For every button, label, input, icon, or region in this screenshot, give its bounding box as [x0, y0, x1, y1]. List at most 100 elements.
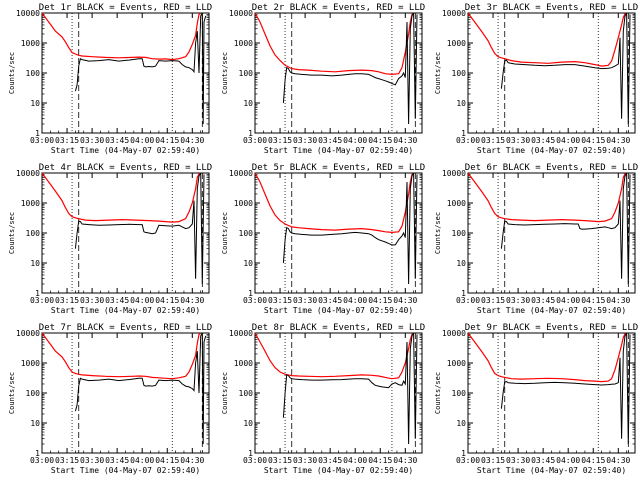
x-tick-label: 03:45 — [531, 296, 555, 305]
y-tick-label: 10000 — [442, 329, 466, 338]
x-tick-label: 04:00 — [130, 456, 154, 465]
x-tick-label: 04:30 — [606, 456, 630, 465]
plot-frame — [41, 12, 210, 134]
y-axis-title: Counts/sec — [434, 52, 442, 94]
plot-frame — [41, 172, 210, 294]
plot-frame — [41, 332, 210, 454]
y-tick-label: 1000 — [447, 359, 466, 368]
x-tick-label: 03:45 — [105, 296, 129, 305]
x-tick-label: 04:30 — [393, 296, 417, 305]
y-tick-label: 1 — [461, 129, 466, 138]
plot-area — [42, 173, 205, 285]
x-tick-label: 03:30 — [506, 456, 530, 465]
y-axis-title: Counts/sec — [8, 212, 16, 254]
x-axis-title: Start Time (04-May-07 02:59:40) — [264, 466, 413, 475]
plot-frame — [254, 172, 423, 294]
x-axis-title: Start Time (04-May-07 02:59:40) — [477, 146, 626, 155]
y-tick-label: 10 — [30, 419, 40, 428]
x-tick-label: 04:15 — [155, 136, 179, 145]
y-axis-title: Counts/sec — [8, 372, 16, 414]
x-tick-label: 03:00 — [456, 456, 480, 465]
x-tick-label: 03:00 — [456, 136, 480, 145]
y-tick-label: 100 — [26, 389, 41, 398]
x-tick-label: 03:45 — [105, 456, 129, 465]
y-tick-label: 1 — [461, 449, 466, 458]
y-axis-title: Counts/sec — [434, 212, 442, 254]
x-tick-label: 03:15 — [481, 136, 505, 145]
x-tick-label: 03:45 — [318, 456, 342, 465]
y-tick-label: 100 — [452, 69, 467, 78]
x-tick-label: 04:30 — [606, 296, 630, 305]
y-tick-label: 1000 — [447, 199, 466, 208]
y-tick-label: 10000 — [442, 9, 466, 18]
y-tick-label: 10000 — [442, 169, 466, 178]
x-axis-title: Start Time (04-May-07 02:59:40) — [51, 306, 200, 315]
x-tick-label: 03:00 — [243, 456, 267, 465]
x-tick-label: 03:00 — [30, 136, 54, 145]
series-events-line — [74, 13, 207, 125]
x-tick-label: 03:15 — [268, 456, 292, 465]
plot-frame — [254, 12, 423, 134]
x-tick-label: 03:15 — [268, 296, 292, 305]
panel-title: Det 6r BLACK = Events, RED = LLD — [465, 163, 638, 173]
panel-3: Det 3r BLACK = Events, RED = LLD 1 10 100 10… — [434, 3, 638, 155]
y-tick-label: 1000 — [447, 39, 466, 48]
x-tick-label: 04:15 — [155, 456, 179, 465]
panel-title: Det 8r BLACK = Events, RED = LLD — [252, 323, 425, 333]
x-tick-label: 04:00 — [343, 136, 367, 145]
plot-area — [255, 173, 418, 285]
x-tick-label: 03:30 — [293, 296, 317, 305]
series-lld-line — [42, 173, 201, 223]
y-tick-label: 10000 — [16, 9, 40, 18]
plot-area — [42, 13, 207, 125]
y-tick-label: 10 — [456, 259, 466, 268]
x-axis-title: Start Time (04-May-07 02:59:40) — [264, 146, 413, 155]
panel-title: Det 1r BLACK = Events, RED = LLD — [39, 3, 212, 13]
panel-title: Det 5r BLACK = Events, RED = LLD — [252, 163, 425, 173]
plot-area — [255, 333, 418, 445]
x-tick-label: 03:00 — [30, 456, 54, 465]
x-tick-label: 04:30 — [180, 296, 204, 305]
y-tick-label: 10000 — [229, 329, 253, 338]
x-tick-label: 03:45 — [531, 136, 555, 145]
y-tick-label: 10 — [30, 259, 40, 268]
plot-area — [468, 173, 631, 285]
plot-frame — [467, 12, 636, 134]
x-tick-label: 04:15 — [368, 296, 392, 305]
panel-title: Det 4r BLACK = Events, RED = LLD — [39, 163, 212, 173]
x-tick-label: 04:15 — [155, 296, 179, 305]
x-tick-label: 04:30 — [393, 136, 417, 145]
x-tick-label: 04:00 — [556, 136, 580, 145]
y-tick-label: 1000 — [234, 359, 253, 368]
y-tick-label: 100 — [239, 389, 254, 398]
panel-title: Det 9r BLACK = Events, RED = LLD — [465, 323, 638, 333]
y-tick-label: 10 — [456, 419, 466, 428]
plot-frame — [467, 332, 636, 454]
series-lld-line — [42, 333, 202, 380]
x-tick-label: 04:00 — [343, 296, 367, 305]
y-tick-label: 1 — [248, 449, 253, 458]
x-tick-label: 04:00 — [343, 456, 367, 465]
y-tick-label: 100 — [26, 69, 41, 78]
x-tick-label: 04:00 — [130, 296, 154, 305]
series-events-line — [282, 13, 418, 125]
x-axis-title: Start Time (04-May-07 02:59:40) — [264, 306, 413, 315]
plot-frame — [254, 332, 423, 454]
y-tick-label: 100 — [452, 229, 467, 238]
x-tick-label: 03:30 — [506, 136, 530, 145]
x-tick-label: 03:30 — [80, 136, 104, 145]
x-tick-label: 03:45 — [318, 136, 342, 145]
y-tick-label: 1000 — [21, 39, 40, 48]
x-tick-label: 04:15 — [368, 136, 392, 145]
panel-title: Det 3r BLACK = Events, RED = LLD — [465, 3, 638, 13]
y-tick-label: 10 — [243, 99, 253, 108]
y-tick-label: 10 — [456, 99, 466, 108]
panel-8: Det 8r BLACK = Events, RED = LLD 1 10 100 10… — [221, 323, 425, 475]
plot-area — [468, 333, 631, 445]
panel-title: Det 7r BLACK = Events, RED = LLD — [39, 323, 212, 333]
y-tick-label: 1 — [35, 129, 40, 138]
plot-frame — [467, 172, 636, 294]
x-axis-title: Start Time (04-May-07 02:59:40) — [51, 466, 200, 475]
y-tick-label: 1 — [35, 449, 40, 458]
